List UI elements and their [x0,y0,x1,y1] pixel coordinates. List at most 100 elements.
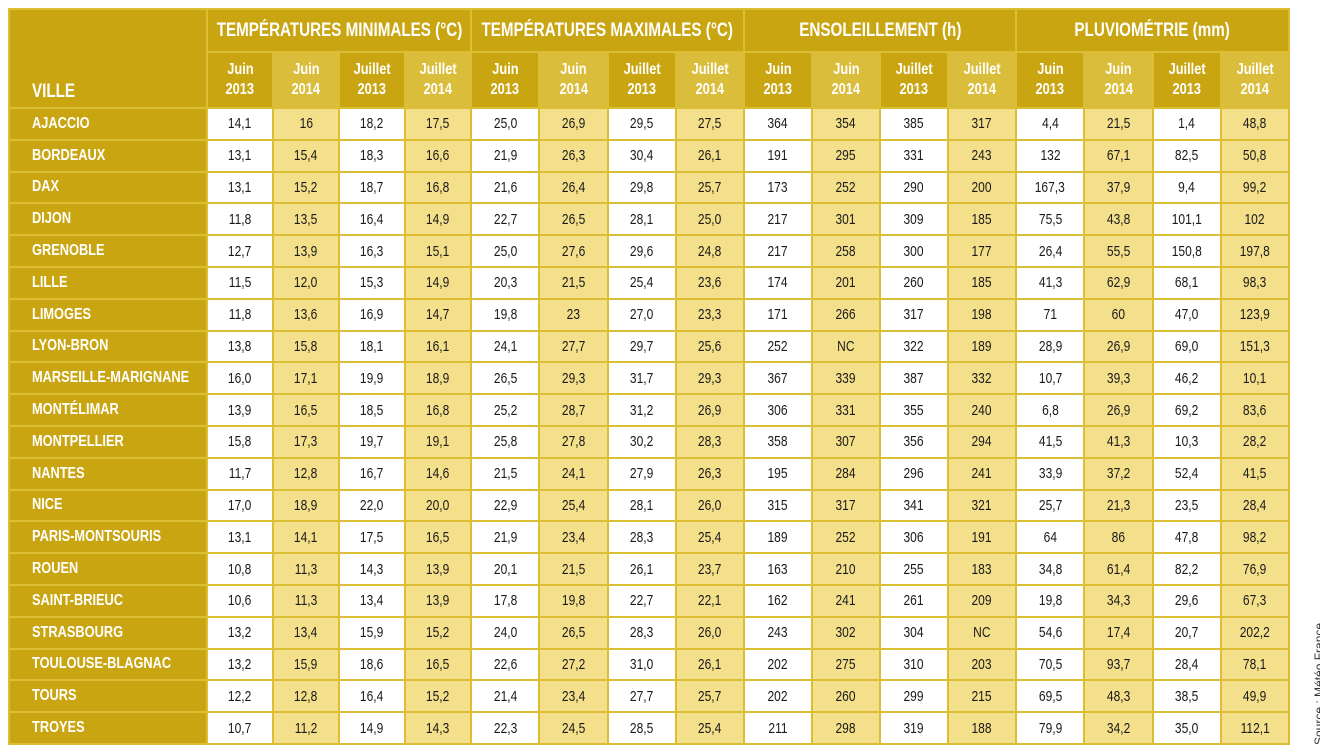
value-cell: 240 [949,395,1015,425]
value-text: 34,8 [1038,560,1062,578]
value-cell: 37,2 [1085,458,1152,489]
value-cell: 38,5 [1153,681,1220,712]
value-text: 18,3 [360,147,384,165]
value-text: 13,9 [294,242,318,260]
value-text: 10,7 [1038,369,1062,387]
value-cell: 171 [745,299,811,330]
value-text: 64 [1043,528,1057,546]
value-text: 307 [835,433,857,451]
value-text: 15,2 [426,687,450,705]
value-text: 25,8 [493,433,517,451]
value-text: 26,3 [561,147,586,165]
value-text: 21,3 [1106,496,1131,514]
value-cell: 310 [881,649,947,680]
value-text: 13,5 [294,210,318,228]
value-cell: 11,7 [208,458,272,489]
column-year: 2014 [423,81,453,98]
value-cell: 18,5 [340,395,404,425]
city-name: NICE [10,490,206,521]
value-cell: 387 [881,363,947,394]
city-name-text: NANTES [32,464,85,482]
value-text: 23,4 [561,528,586,546]
value-text: 215 [971,687,993,705]
value-text: 387 [903,369,925,387]
value-text: 24,1 [561,465,586,483]
value-cell: 11,3 [274,554,338,584]
value-cell: 18,3 [340,140,404,171]
value-cell: 30,4 [608,140,675,171]
value-cell: 23,3 [676,299,743,330]
value-text: 28,2 [1243,433,1267,451]
value-text: 191 [767,147,789,165]
value-text: 321 [971,496,993,514]
value-cell: 34,3 [1085,586,1152,616]
city-name: PARIS-MONTSOURIS [10,522,206,553]
value-cell: 17,4 [1085,617,1152,648]
value-cell: 24,1 [540,458,607,489]
value-cell: 20,0 [406,490,470,521]
value-text: 15,9 [360,624,384,642]
value-text: 358 [767,433,789,451]
value-cell: 28,1 [608,204,675,235]
value-cell: 321 [949,490,1015,521]
value-cell: 209 [949,586,1015,616]
value-cell: 49,9 [1221,681,1288,712]
value-text: 28,4 [1243,496,1267,514]
city-name-text: GRENOBLE [32,242,105,260]
value-cell: 299 [881,681,947,712]
value-cell: 16,5 [274,395,338,425]
value-cell: 35,0 [1153,713,1220,743]
value-text: 14,9 [426,274,450,292]
column-year: 2013 [627,81,656,98]
value-cell: 20,7 [1153,617,1220,648]
value-text: 15,3 [360,274,384,292]
value-text: 34,2 [1106,719,1131,737]
value-text: 25,7 [1038,496,1062,514]
value-text: 356 [903,433,925,451]
value-text: 19,8 [1038,592,1062,610]
value-cell: 29,6 [608,236,675,266]
value-text: 18,6 [360,655,384,673]
value-cell: 21,4 [472,681,539,712]
value-cell: 41,3 [1085,427,1152,457]
value-text: 385 [903,115,925,133]
column-month: Juillet [1236,61,1274,78]
value-cell: 13,1 [208,172,272,203]
value-cell: 11,2 [274,713,338,743]
value-cell: 210 [813,554,879,584]
value-cell: 21,5 [540,268,607,298]
value-cell: 317 [949,109,1015,139]
value-cell: 315 [745,490,811,521]
value-cell: 10,7 [1017,363,1084,394]
value-cell: 16,1 [406,331,470,362]
value-text: 24,0 [493,624,517,642]
value-cell: 13,2 [208,649,272,680]
city-name: MARSEILLE-MARIGNANE [10,363,206,394]
value-cell: 17,3 [274,427,338,457]
value-cell: 294 [949,427,1015,457]
value-cell: 13,4 [274,617,338,648]
value-text: 290 [903,178,925,196]
column-year: 2013 [225,81,255,98]
value-cell: 309 [881,204,947,235]
value-text: 173 [767,178,789,196]
value-cell: 41,5 [1017,427,1084,457]
value-cell: 14,1 [208,109,272,139]
value-cell: 17,5 [340,522,404,553]
value-text: 10,7 [228,719,252,737]
column-month: Juin [560,61,587,78]
value-cell: 27,0 [608,299,675,330]
value-cell: 15,8 [274,331,338,362]
value-cell: 22,0 [340,490,404,521]
value-cell: 13,6 [274,299,338,330]
value-cell: 177 [949,236,1015,266]
value-cell: 29,7 [608,331,675,362]
value-text: 26,9 [561,115,586,133]
value-text: 16,5 [426,655,450,673]
value-cell: 28,5 [608,713,675,743]
value-text: 82,5 [1174,147,1199,165]
value-text: 28,3 [629,624,654,642]
value-cell: 15,4 [274,140,338,171]
value-cell: 78,1 [1221,649,1288,680]
value-text: 183 [971,560,993,578]
